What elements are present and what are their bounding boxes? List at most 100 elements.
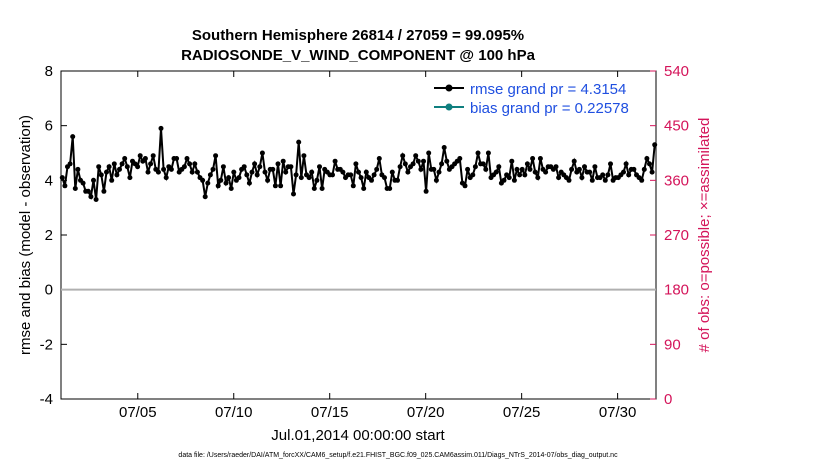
rmse-point xyxy=(524,161,530,167)
rmse-point xyxy=(311,186,317,191)
rmse-point xyxy=(109,177,115,183)
rmse-point xyxy=(210,166,216,172)
rmse-point xyxy=(330,172,335,178)
rmse-point xyxy=(410,161,416,167)
y-right-tick-label: 540 xyxy=(664,63,689,80)
rmse-point xyxy=(291,191,296,197)
y-left-tick-label: -2 xyxy=(40,336,53,353)
rmse-point xyxy=(470,172,476,178)
y-right-tick-label: 270 xyxy=(664,227,689,244)
rmse-point xyxy=(220,164,226,170)
rmse-point xyxy=(602,177,608,183)
rmse-point xyxy=(236,175,242,181)
rmse-point xyxy=(93,197,99,202)
rmse-point xyxy=(348,172,354,178)
rmse-point xyxy=(244,172,250,178)
rmse-point xyxy=(400,153,406,159)
x-tick-label: 07/20 xyxy=(407,404,445,421)
rmse-point xyxy=(200,177,206,183)
rmse-point xyxy=(522,172,528,178)
rmse-point xyxy=(631,166,637,172)
rmse-point xyxy=(181,164,187,170)
legend: rmse grand pr = 4.3154 bias grand pr = 0… xyxy=(434,81,629,117)
rmse-point xyxy=(639,177,645,183)
rmse-point xyxy=(218,177,224,183)
rmse-point xyxy=(213,153,219,159)
rmse-point xyxy=(278,183,284,189)
rmse-point xyxy=(405,169,411,175)
rmse-point xyxy=(506,175,512,181)
rmse-point xyxy=(571,158,577,164)
rmse-point xyxy=(270,166,276,172)
rmse-point xyxy=(306,175,312,181)
y-left-tick-label: 0 xyxy=(45,282,53,299)
rmse-series xyxy=(59,125,658,202)
rmse-point xyxy=(184,156,190,161)
rmse-point xyxy=(649,169,655,175)
x-tick-label: 07/25 xyxy=(503,404,541,421)
rmse-point xyxy=(101,188,107,194)
y-left-tick-label: 4 xyxy=(45,172,53,189)
rmse-point xyxy=(252,161,258,167)
rmse-point xyxy=(441,145,447,150)
rmse-point xyxy=(361,186,367,191)
rmse-point xyxy=(309,169,315,175)
rmse-point xyxy=(389,169,395,175)
rmse-point xyxy=(72,186,78,191)
rmse-point xyxy=(483,166,489,172)
rmse-point xyxy=(374,166,380,172)
rmse-point xyxy=(158,125,164,131)
rmse-point xyxy=(67,161,73,167)
rmse-point xyxy=(444,158,450,164)
rmse-point xyxy=(462,183,468,189)
rmse-point xyxy=(137,153,143,159)
rmse-point xyxy=(532,169,538,175)
rmse-point xyxy=(582,164,587,170)
rmse-point xyxy=(553,164,559,170)
rmse-point xyxy=(511,177,517,183)
rmse-point xyxy=(91,177,96,183)
rmse-point xyxy=(569,166,575,172)
rmse-point xyxy=(387,186,393,191)
rmse-point xyxy=(509,158,515,164)
rmse-point xyxy=(436,169,442,175)
rmse-point xyxy=(98,172,104,178)
y-right-tick-label: 360 xyxy=(664,172,689,189)
rmse-point xyxy=(608,161,613,167)
x-axis-label: Jul.01,2014 00:00:00 start xyxy=(271,427,445,444)
rmse-point xyxy=(226,175,232,181)
rmse-point xyxy=(433,177,439,183)
rmse-point xyxy=(80,180,86,186)
rmse-point xyxy=(652,142,658,148)
rmse-point xyxy=(75,166,81,172)
rmse-point xyxy=(288,164,294,170)
x-tick-label: 07/30 xyxy=(599,404,637,421)
plot-area xyxy=(60,70,657,400)
rmse-point xyxy=(621,169,626,175)
rmse-point xyxy=(187,161,193,167)
rmse-point xyxy=(363,169,369,175)
rmse-point xyxy=(356,169,361,175)
rmse-point xyxy=(106,164,112,170)
rmse-point xyxy=(353,161,359,167)
rmse-point xyxy=(332,158,338,164)
legend-rmse-marker xyxy=(445,84,453,92)
rmse-point xyxy=(644,156,650,161)
rmse-point xyxy=(579,175,585,181)
y-axis-left: -4 -2 0 2 4 6 8 xyxy=(40,63,67,408)
rmse-point xyxy=(376,156,382,161)
rmse-point xyxy=(626,172,632,178)
rmse-point xyxy=(415,158,421,164)
rmse-point xyxy=(117,166,122,172)
rmse-point xyxy=(382,175,387,181)
rmse-point xyxy=(85,188,91,194)
rmse-point xyxy=(465,166,471,172)
rmse-point xyxy=(413,153,419,159)
chart-title-line1: Southern Hemisphere 26814 / 27059 = 99.0… xyxy=(192,27,524,44)
rmse-point xyxy=(161,166,167,172)
rmse-point xyxy=(174,156,180,161)
rmse-point xyxy=(114,172,120,178)
rmse-point xyxy=(155,169,161,175)
rmse-point xyxy=(501,177,507,183)
rmse-point xyxy=(122,156,128,161)
